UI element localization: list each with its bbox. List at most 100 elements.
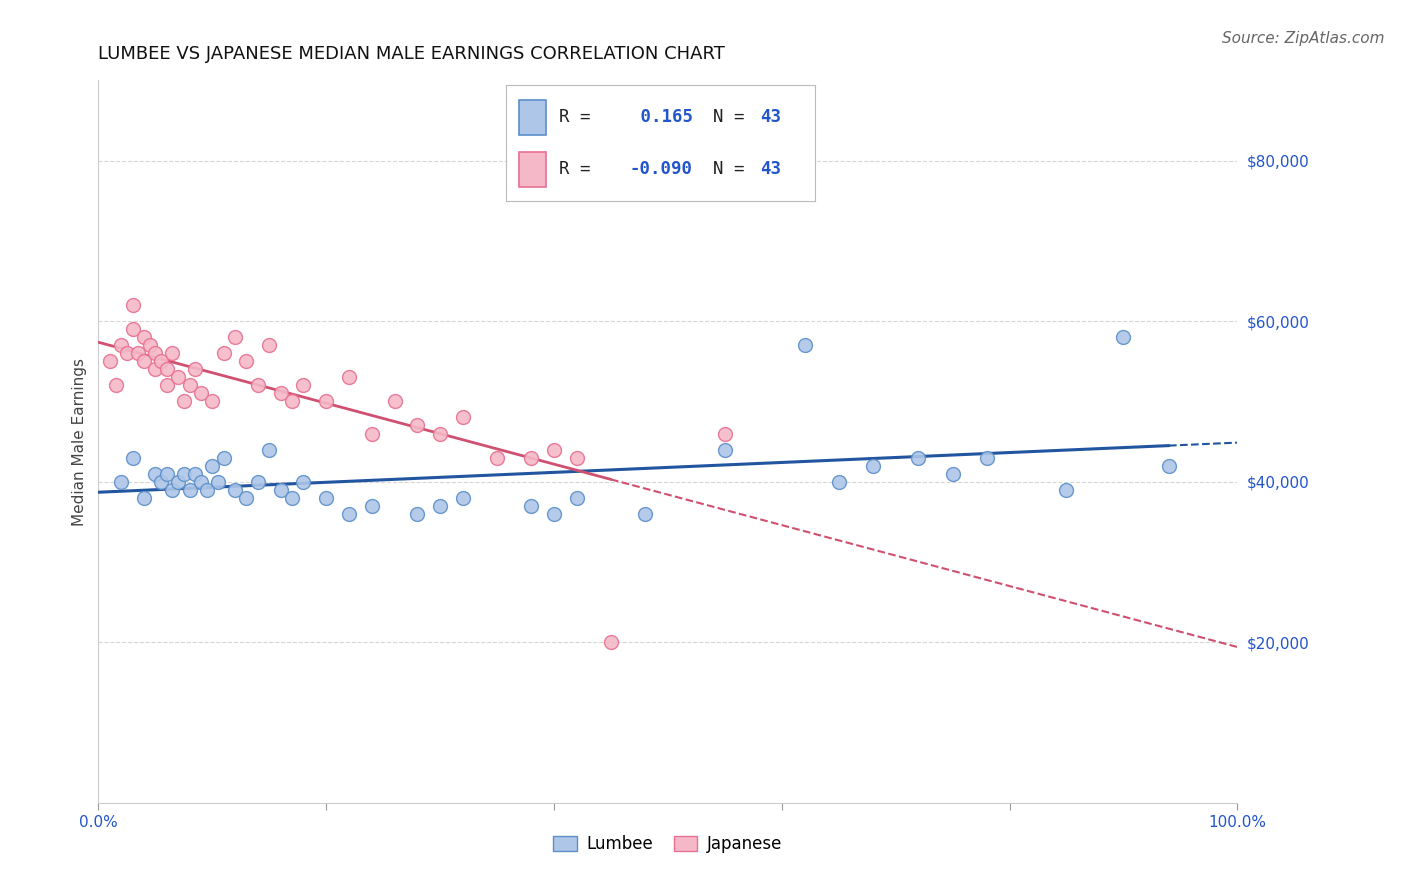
- Point: [156, 467, 179, 481]
- Point: [145, 346, 167, 360]
- Point: [520, 450, 543, 465]
- Point: [1112, 330, 1135, 344]
- Point: [942, 467, 965, 481]
- Point: [207, 475, 229, 489]
- Point: [406, 418, 429, 433]
- Point: [270, 386, 292, 401]
- Point: [162, 483, 184, 497]
- Point: [179, 378, 201, 392]
- Point: [224, 330, 246, 344]
- Point: [270, 483, 292, 497]
- Point: [162, 346, 184, 360]
- Text: R =: R =: [558, 108, 600, 126]
- Point: [384, 394, 406, 409]
- Point: [212, 346, 235, 360]
- Point: [281, 491, 304, 505]
- Point: [714, 426, 737, 441]
- Point: [976, 450, 998, 465]
- Point: [429, 426, 451, 441]
- Point: [110, 475, 132, 489]
- Text: 0.165: 0.165: [630, 108, 693, 126]
- Point: [132, 354, 155, 368]
- Point: [714, 442, 737, 457]
- Point: [600, 635, 623, 649]
- Point: [315, 491, 337, 505]
- Legend: Lumbee, Japanese: Lumbee, Japanese: [547, 828, 789, 860]
- Point: [173, 394, 195, 409]
- Point: [907, 450, 929, 465]
- Point: [235, 491, 257, 505]
- Point: [127, 346, 149, 360]
- Point: [224, 483, 246, 497]
- Point: [173, 467, 195, 481]
- Point: [184, 362, 207, 376]
- Point: [406, 507, 429, 521]
- Point: [195, 483, 218, 497]
- Point: [167, 370, 190, 384]
- Point: [360, 426, 382, 441]
- Point: [201, 394, 224, 409]
- Text: R =: R =: [558, 160, 600, 178]
- Point: [429, 499, 451, 513]
- Point: [98, 354, 121, 368]
- Point: [132, 491, 155, 505]
- Point: [212, 450, 235, 465]
- Text: -0.090: -0.090: [630, 160, 693, 178]
- Point: [259, 442, 281, 457]
- Point: [156, 362, 179, 376]
- Point: [156, 378, 179, 392]
- Point: [337, 370, 360, 384]
- Point: [150, 354, 173, 368]
- Point: [190, 475, 212, 489]
- Point: [201, 458, 224, 473]
- Bar: [519, 100, 547, 135]
- Point: [179, 483, 201, 497]
- Text: N =: N =: [692, 160, 755, 178]
- Text: Source: ZipAtlas.com: Source: ZipAtlas.com: [1222, 31, 1385, 46]
- Point: [246, 475, 269, 489]
- Point: [292, 378, 315, 392]
- Point: [235, 354, 257, 368]
- Point: [337, 507, 360, 521]
- Point: [121, 298, 143, 312]
- Point: [1157, 458, 1180, 473]
- Point: [862, 458, 884, 473]
- Point: [246, 378, 269, 392]
- Point: [138, 338, 160, 352]
- Point: [315, 394, 337, 409]
- Text: N =: N =: [692, 108, 755, 126]
- Point: [565, 491, 588, 505]
- Point: [634, 507, 657, 521]
- Point: [486, 450, 509, 465]
- Point: [115, 346, 138, 360]
- Point: [167, 475, 190, 489]
- Point: [145, 467, 167, 481]
- Point: [104, 378, 127, 392]
- Point: [110, 338, 132, 352]
- Point: [121, 450, 143, 465]
- Text: 43: 43: [759, 108, 780, 126]
- Point: [292, 475, 315, 489]
- Point: [565, 450, 588, 465]
- Y-axis label: Median Male Earnings: Median Male Earnings: [72, 358, 87, 525]
- Point: [281, 394, 304, 409]
- Point: [184, 467, 207, 481]
- Point: [543, 507, 565, 521]
- Text: 43: 43: [759, 160, 780, 178]
- Point: [145, 362, 167, 376]
- Point: [451, 491, 474, 505]
- Point: [520, 499, 543, 513]
- Point: [793, 338, 815, 352]
- Point: [259, 338, 281, 352]
- Text: LUMBEE VS JAPANESE MEDIAN MALE EARNINGS CORRELATION CHART: LUMBEE VS JAPANESE MEDIAN MALE EARNINGS …: [98, 45, 725, 63]
- Point: [543, 442, 565, 457]
- Point: [1054, 483, 1078, 497]
- Point: [190, 386, 212, 401]
- Point: [150, 475, 173, 489]
- Bar: [519, 152, 547, 186]
- Point: [828, 475, 851, 489]
- Point: [121, 322, 143, 336]
- Point: [451, 410, 474, 425]
- Point: [132, 330, 155, 344]
- Point: [360, 499, 382, 513]
